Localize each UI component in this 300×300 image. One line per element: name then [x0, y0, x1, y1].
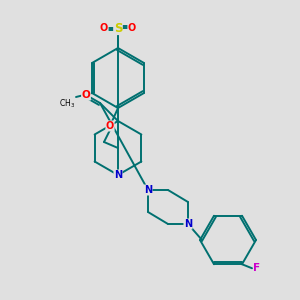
Text: N: N — [114, 170, 122, 180]
Text: O: O — [100, 23, 108, 33]
Text: N: N — [144, 185, 152, 195]
Text: CH$_3$: CH$_3$ — [59, 98, 75, 110]
Text: F: F — [253, 263, 260, 273]
Text: O: O — [82, 90, 90, 100]
Text: S: S — [114, 22, 122, 34]
Text: O: O — [128, 23, 136, 33]
Text: O: O — [106, 121, 114, 131]
Text: N: N — [184, 219, 192, 229]
